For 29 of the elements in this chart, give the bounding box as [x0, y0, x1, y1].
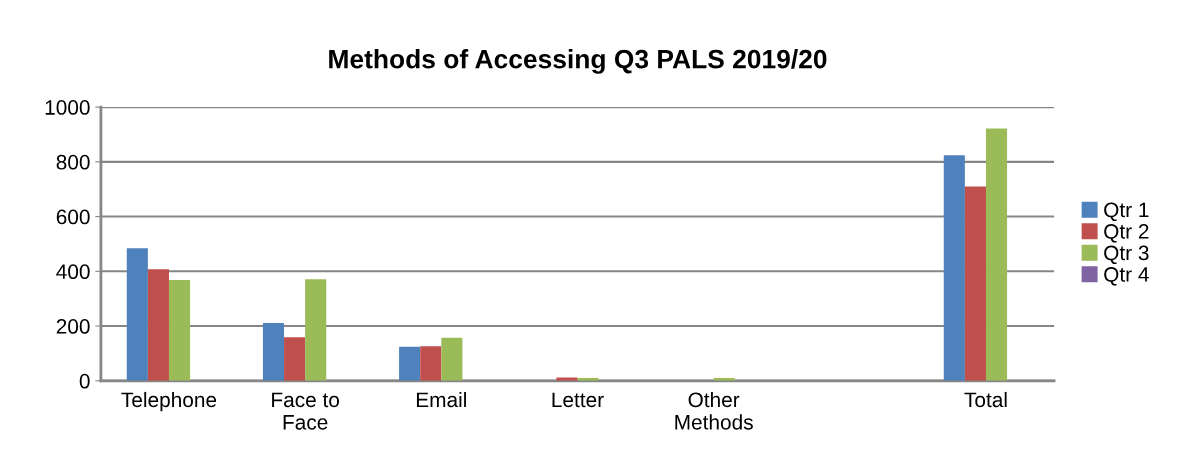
bar [985, 128, 1008, 381]
bar [262, 323, 285, 381]
y-tick-label: 400 [56, 264, 90, 280]
x-tick-label: Face to Face [272, 392, 340, 430]
bar [147, 269, 169, 381]
y-tick-label: 1000 [45, 100, 90, 115]
bar [399, 346, 421, 381]
x-tick-label: Letter [552, 392, 604, 408]
legend-label: Qtr 2 [1104, 224, 1149, 243]
y-tick-label: 0 [79, 373, 90, 389]
legend-label: Qtr 3 [1104, 245, 1149, 265]
bar [964, 186, 986, 381]
legend-label: Qtr 1 [1104, 202, 1149, 222]
x-tick-label: Telephone [121, 391, 217, 412]
bar [168, 280, 191, 381]
y-tick-label: 200 [56, 319, 90, 334]
legend-label: Qtr 4 [1104, 267, 1149, 286]
bar [420, 346, 442, 381]
bar [943, 155, 965, 381]
bar [305, 279, 327, 381]
y-tick-label: 800 [56, 154, 90, 170]
chart-title: Methods of Accessing Q3 PALS 2019/20 [329, 49, 827, 74]
x-tick-label: Other Methods [675, 391, 753, 430]
bar [284, 337, 306, 381]
y-tick-label: 600 [56, 209, 90, 225]
bar [126, 248, 148, 381]
bar [441, 337, 463, 381]
x-tick-label: Email [416, 391, 466, 408]
x-tick-label: Total [964, 391, 1007, 408]
